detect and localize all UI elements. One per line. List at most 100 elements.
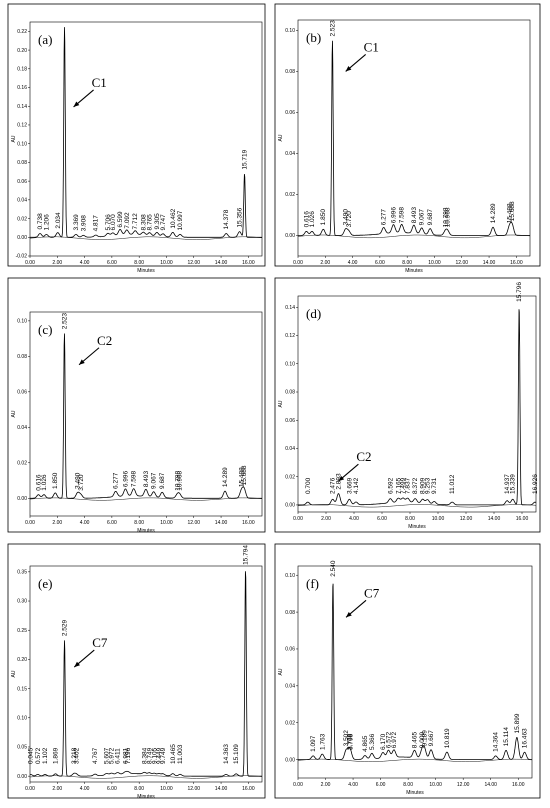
peak-label: 15.339	[510, 474, 517, 494]
peak-label: 9.253	[425, 477, 432, 494]
x-tick-label: 6.00	[377, 516, 387, 522]
arrow-head	[79, 359, 85, 365]
peak-label: 1.869	[53, 747, 60, 764]
peak-label: 6.972	[391, 732, 398, 749]
arrow-head	[345, 66, 352, 72]
peak-label: 2.034	[55, 212, 62, 229]
compound-label: C2	[97, 333, 112, 348]
x-axis-title: Minutes	[408, 524, 426, 530]
compound-label: C7	[92, 635, 108, 650]
peak-label: 9.687	[427, 209, 434, 226]
panel-label: (e)	[38, 576, 52, 591]
x-tick-label: 0.00	[25, 520, 35, 526]
peak-label: 10.798	[174, 470, 181, 490]
x-tick-label: 14.00	[488, 516, 501, 522]
y-axis-title: AU	[278, 400, 284, 407]
peak-label: 9.105	[151, 747, 158, 764]
plot-frame	[297, 295, 537, 513]
plot-frame	[297, 19, 531, 257]
y-tick-label: 0.10	[285, 28, 295, 34]
y-tick-label: 0.04	[17, 198, 27, 204]
peak-label: 10.462	[170, 208, 177, 228]
panel-label: (b)	[306, 30, 321, 45]
peak-label: 14.363	[223, 744, 230, 764]
y-tick-label: 0.08	[17, 354, 27, 360]
x-tick-label: 0.00	[293, 516, 303, 522]
peak-label: 8.765	[147, 214, 154, 231]
y-tick-label: 0.02	[17, 216, 27, 222]
peak-label: 2.523	[61, 313, 68, 330]
peak-label: 15.899	[514, 713, 521, 733]
y-tick-label: 0.00	[285, 757, 295, 763]
y-tick-label: 0.10	[17, 715, 27, 721]
peak-label: 9.449	[156, 747, 163, 764]
x-tick-label: 6.00	[376, 782, 386, 788]
integration-baseline	[297, 504, 537, 508]
y-tick-label: 0.05	[17, 745, 27, 751]
x-tick-label: 16.00	[510, 260, 523, 266]
peak-label: 15.488	[506, 203, 513, 223]
peak-label: 5.706	[105, 214, 112, 231]
x-tick-label: 14.00	[484, 782, 497, 788]
peak-label: 15.114	[503, 727, 510, 747]
peak-label: 4.865	[362, 735, 369, 752]
panel-border	[274, 3, 541, 267]
y-tick-label: 0.04	[285, 684, 295, 690]
peak-label: 6.996	[122, 471, 129, 488]
y-axis-title: AU	[11, 410, 17, 417]
y-tick-label: 0.00	[285, 503, 295, 509]
chromatogram-trace	[29, 571, 262, 777]
y-tick-label: 0.08	[285, 610, 295, 616]
y-tick-label: 0.12	[17, 123, 27, 129]
peak-label: 8.909	[420, 477, 427, 494]
x-tick-label: 4.00	[349, 516, 359, 522]
peak-label: 10.968	[177, 470, 184, 490]
y-tick-label: 0.14	[285, 305, 295, 311]
peak-label: 3.908	[80, 215, 87, 232]
panel-border	[274, 543, 541, 799]
compound-label: C1	[92, 75, 107, 90]
x-tick-label: 4.00	[80, 260, 90, 266]
chromatogram-panel-3: 0.00 0.02 0.04 0.06 0.08 0.10 0.00 2.00 4.00 6.00…	[7, 277, 266, 534]
x-tick-label: 2.00	[321, 782, 331, 788]
x-tick-label: 4.00	[348, 260, 358, 266]
peak-label: 6.170	[380, 733, 387, 750]
plot-frame	[29, 565, 263, 783]
y-tick-label: 0.00	[285, 233, 295, 239]
x-tick-label: 0.00	[293, 260, 303, 266]
compound-label: C1	[364, 39, 379, 54]
peak-label: 3.669	[346, 477, 353, 494]
x-tick-label: 2.00	[320, 260, 330, 266]
peak-label: 15.488	[238, 467, 245, 487]
peak-label: 15.719	[242, 149, 249, 169]
y-tick-label: 0.06	[285, 647, 295, 653]
peak-label: 3.798	[347, 733, 354, 750]
x-tick-label: 16.00	[242, 520, 255, 526]
y-tick-label: 0.02	[17, 460, 27, 466]
x-tick-label: 12.00	[188, 520, 201, 526]
peak-label: 1.763	[319, 733, 326, 750]
peak-label: 5.607	[104, 747, 111, 764]
peak-label: 8.372	[412, 477, 419, 494]
peak-label: 0.700	[305, 477, 312, 494]
peak-label: 5.972	[109, 747, 116, 764]
integration-baseline	[297, 234, 531, 239]
x-tick-label: 0.00	[25, 260, 35, 266]
y-tick-label: 0.06	[17, 390, 27, 396]
y-tick-label: 0.10	[285, 573, 295, 579]
x-tick-label: 10.00	[428, 260, 441, 266]
peak-label: 10.997	[177, 210, 184, 230]
arrow-head	[346, 611, 352, 618]
y-tick-label: 0.06	[17, 179, 27, 185]
x-tick-label: 16.00	[512, 782, 525, 788]
peak-label: 15.794	[243, 545, 250, 565]
x-tick-label: 16.00	[242, 786, 255, 792]
panel-border	[7, 543, 266, 799]
x-tick-label: 10.00	[432, 516, 445, 522]
y-tick-label: 0.04	[17, 425, 27, 431]
peak-label: 9.009	[419, 732, 426, 749]
peak-label: 7.092	[124, 212, 131, 229]
panel-label: (a)	[38, 32, 52, 47]
peak-label: 1.850	[52, 472, 59, 489]
peak-label: 16.463	[522, 728, 529, 748]
